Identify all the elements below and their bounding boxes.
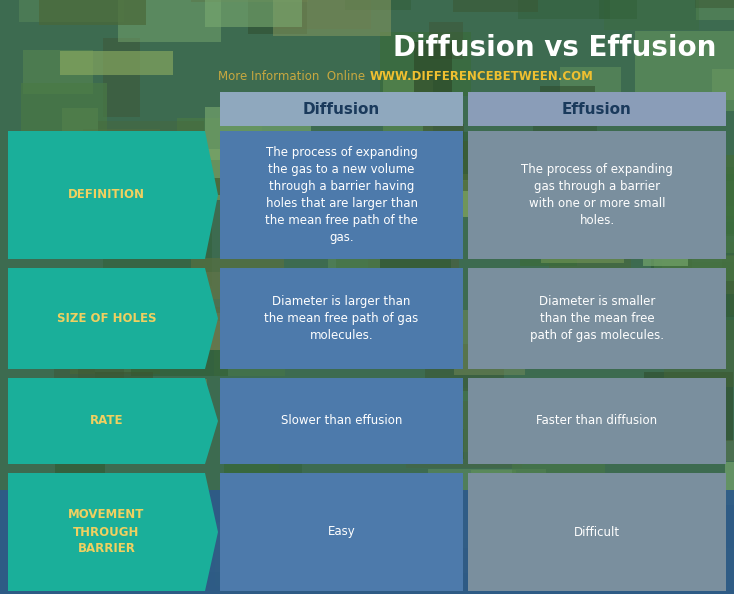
- FancyBboxPatch shape: [687, 154, 734, 181]
- FancyBboxPatch shape: [644, 372, 733, 441]
- FancyBboxPatch shape: [376, 429, 464, 460]
- FancyBboxPatch shape: [539, 86, 595, 117]
- FancyBboxPatch shape: [663, 255, 734, 294]
- FancyBboxPatch shape: [501, 481, 560, 552]
- FancyBboxPatch shape: [160, 307, 270, 346]
- FancyBboxPatch shape: [48, 381, 100, 443]
- FancyBboxPatch shape: [724, 462, 734, 505]
- FancyBboxPatch shape: [635, 31, 734, 111]
- FancyBboxPatch shape: [273, 0, 391, 36]
- FancyBboxPatch shape: [178, 160, 276, 195]
- FancyBboxPatch shape: [677, 519, 724, 542]
- FancyBboxPatch shape: [518, 0, 610, 18]
- FancyBboxPatch shape: [275, 0, 371, 29]
- Polygon shape: [8, 378, 218, 464]
- FancyBboxPatch shape: [8, 289, 43, 315]
- FancyBboxPatch shape: [225, 431, 278, 481]
- FancyBboxPatch shape: [173, 379, 207, 442]
- Polygon shape: [8, 268, 218, 369]
- FancyBboxPatch shape: [373, 141, 480, 181]
- FancyBboxPatch shape: [700, 173, 734, 234]
- FancyBboxPatch shape: [35, 230, 79, 258]
- FancyBboxPatch shape: [468, 131, 726, 259]
- Text: Difficult: Difficult: [574, 526, 620, 539]
- FancyBboxPatch shape: [533, 110, 597, 144]
- FancyBboxPatch shape: [664, 320, 734, 387]
- FancyBboxPatch shape: [189, 271, 308, 321]
- FancyBboxPatch shape: [23, 50, 93, 94]
- FancyBboxPatch shape: [253, 165, 344, 217]
- FancyBboxPatch shape: [651, 251, 692, 314]
- FancyBboxPatch shape: [142, 321, 236, 350]
- FancyBboxPatch shape: [548, 195, 631, 273]
- FancyBboxPatch shape: [686, 548, 734, 589]
- Text: The process of expanding
gas through a barrier
with one or more small
holes.: The process of expanding gas through a b…: [521, 163, 673, 227]
- FancyBboxPatch shape: [209, 522, 294, 572]
- FancyBboxPatch shape: [291, 542, 401, 564]
- Text: Diameter is larger than
the mean free path of gas
molecules.: Diameter is larger than the mean free pa…: [264, 295, 418, 342]
- FancyBboxPatch shape: [429, 22, 463, 59]
- FancyBboxPatch shape: [468, 92, 726, 126]
- FancyBboxPatch shape: [233, 483, 284, 529]
- Text: More Information  Online: More Information Online: [218, 69, 365, 83]
- FancyBboxPatch shape: [414, 43, 452, 94]
- FancyBboxPatch shape: [60, 52, 173, 75]
- FancyBboxPatch shape: [468, 378, 726, 464]
- FancyBboxPatch shape: [436, 141, 537, 191]
- Text: The process of expanding
the gas to a new volume
through a barrier having
holes : The process of expanding the gas to a ne…: [265, 146, 418, 244]
- FancyBboxPatch shape: [712, 69, 734, 100]
- Text: SIZE OF HOLES: SIZE OF HOLES: [57, 312, 156, 325]
- Text: WWW.DIFFERENCEBETWEEN.COM: WWW.DIFFERENCEBETWEEN.COM: [370, 69, 594, 83]
- FancyBboxPatch shape: [714, 167, 734, 236]
- FancyBboxPatch shape: [328, 242, 380, 277]
- FancyBboxPatch shape: [190, 149, 248, 200]
- FancyBboxPatch shape: [377, 384, 459, 456]
- FancyBboxPatch shape: [560, 67, 622, 115]
- FancyBboxPatch shape: [631, 407, 665, 446]
- Text: Diffusion: Diffusion: [303, 102, 380, 116]
- FancyBboxPatch shape: [634, 403, 709, 457]
- FancyBboxPatch shape: [62, 187, 181, 239]
- FancyBboxPatch shape: [84, 129, 160, 195]
- FancyBboxPatch shape: [118, 0, 221, 42]
- FancyBboxPatch shape: [654, 256, 734, 280]
- FancyBboxPatch shape: [205, 106, 311, 178]
- FancyBboxPatch shape: [0, 490, 734, 594]
- FancyBboxPatch shape: [698, 207, 734, 254]
- FancyBboxPatch shape: [452, 174, 486, 217]
- FancyBboxPatch shape: [206, 314, 290, 350]
- FancyBboxPatch shape: [413, 388, 504, 452]
- Text: RATE: RATE: [90, 415, 123, 428]
- FancyBboxPatch shape: [152, 388, 201, 431]
- FancyBboxPatch shape: [670, 222, 734, 290]
- FancyBboxPatch shape: [681, 262, 734, 340]
- FancyBboxPatch shape: [520, 220, 577, 266]
- FancyBboxPatch shape: [423, 124, 464, 159]
- FancyBboxPatch shape: [55, 457, 105, 495]
- Text: Diffusion vs Effusion: Diffusion vs Effusion: [393, 34, 716, 62]
- FancyBboxPatch shape: [62, 108, 98, 178]
- FancyBboxPatch shape: [73, 293, 134, 321]
- FancyBboxPatch shape: [266, 169, 348, 210]
- Polygon shape: [8, 131, 218, 259]
- FancyBboxPatch shape: [638, 441, 734, 461]
- Text: Faster than diffusion: Faster than diffusion: [537, 415, 658, 428]
- Text: Slower than effusion: Slower than effusion: [281, 415, 402, 428]
- FancyBboxPatch shape: [130, 494, 171, 541]
- FancyBboxPatch shape: [599, 0, 637, 19]
- FancyBboxPatch shape: [453, 0, 538, 12]
- FancyBboxPatch shape: [454, 310, 526, 375]
- Text: Diameter is smaller
than the mean free
path of gas molecules.: Diameter is smaller than the mean free p…: [530, 295, 664, 342]
- FancyBboxPatch shape: [374, 160, 426, 216]
- FancyBboxPatch shape: [220, 268, 463, 369]
- FancyBboxPatch shape: [449, 538, 481, 590]
- FancyBboxPatch shape: [103, 38, 140, 118]
- FancyBboxPatch shape: [183, 317, 281, 350]
- FancyBboxPatch shape: [192, 258, 284, 299]
- FancyBboxPatch shape: [508, 144, 558, 207]
- FancyBboxPatch shape: [70, 314, 160, 374]
- FancyBboxPatch shape: [722, 256, 734, 317]
- FancyBboxPatch shape: [697, 0, 734, 20]
- FancyBboxPatch shape: [383, 79, 433, 137]
